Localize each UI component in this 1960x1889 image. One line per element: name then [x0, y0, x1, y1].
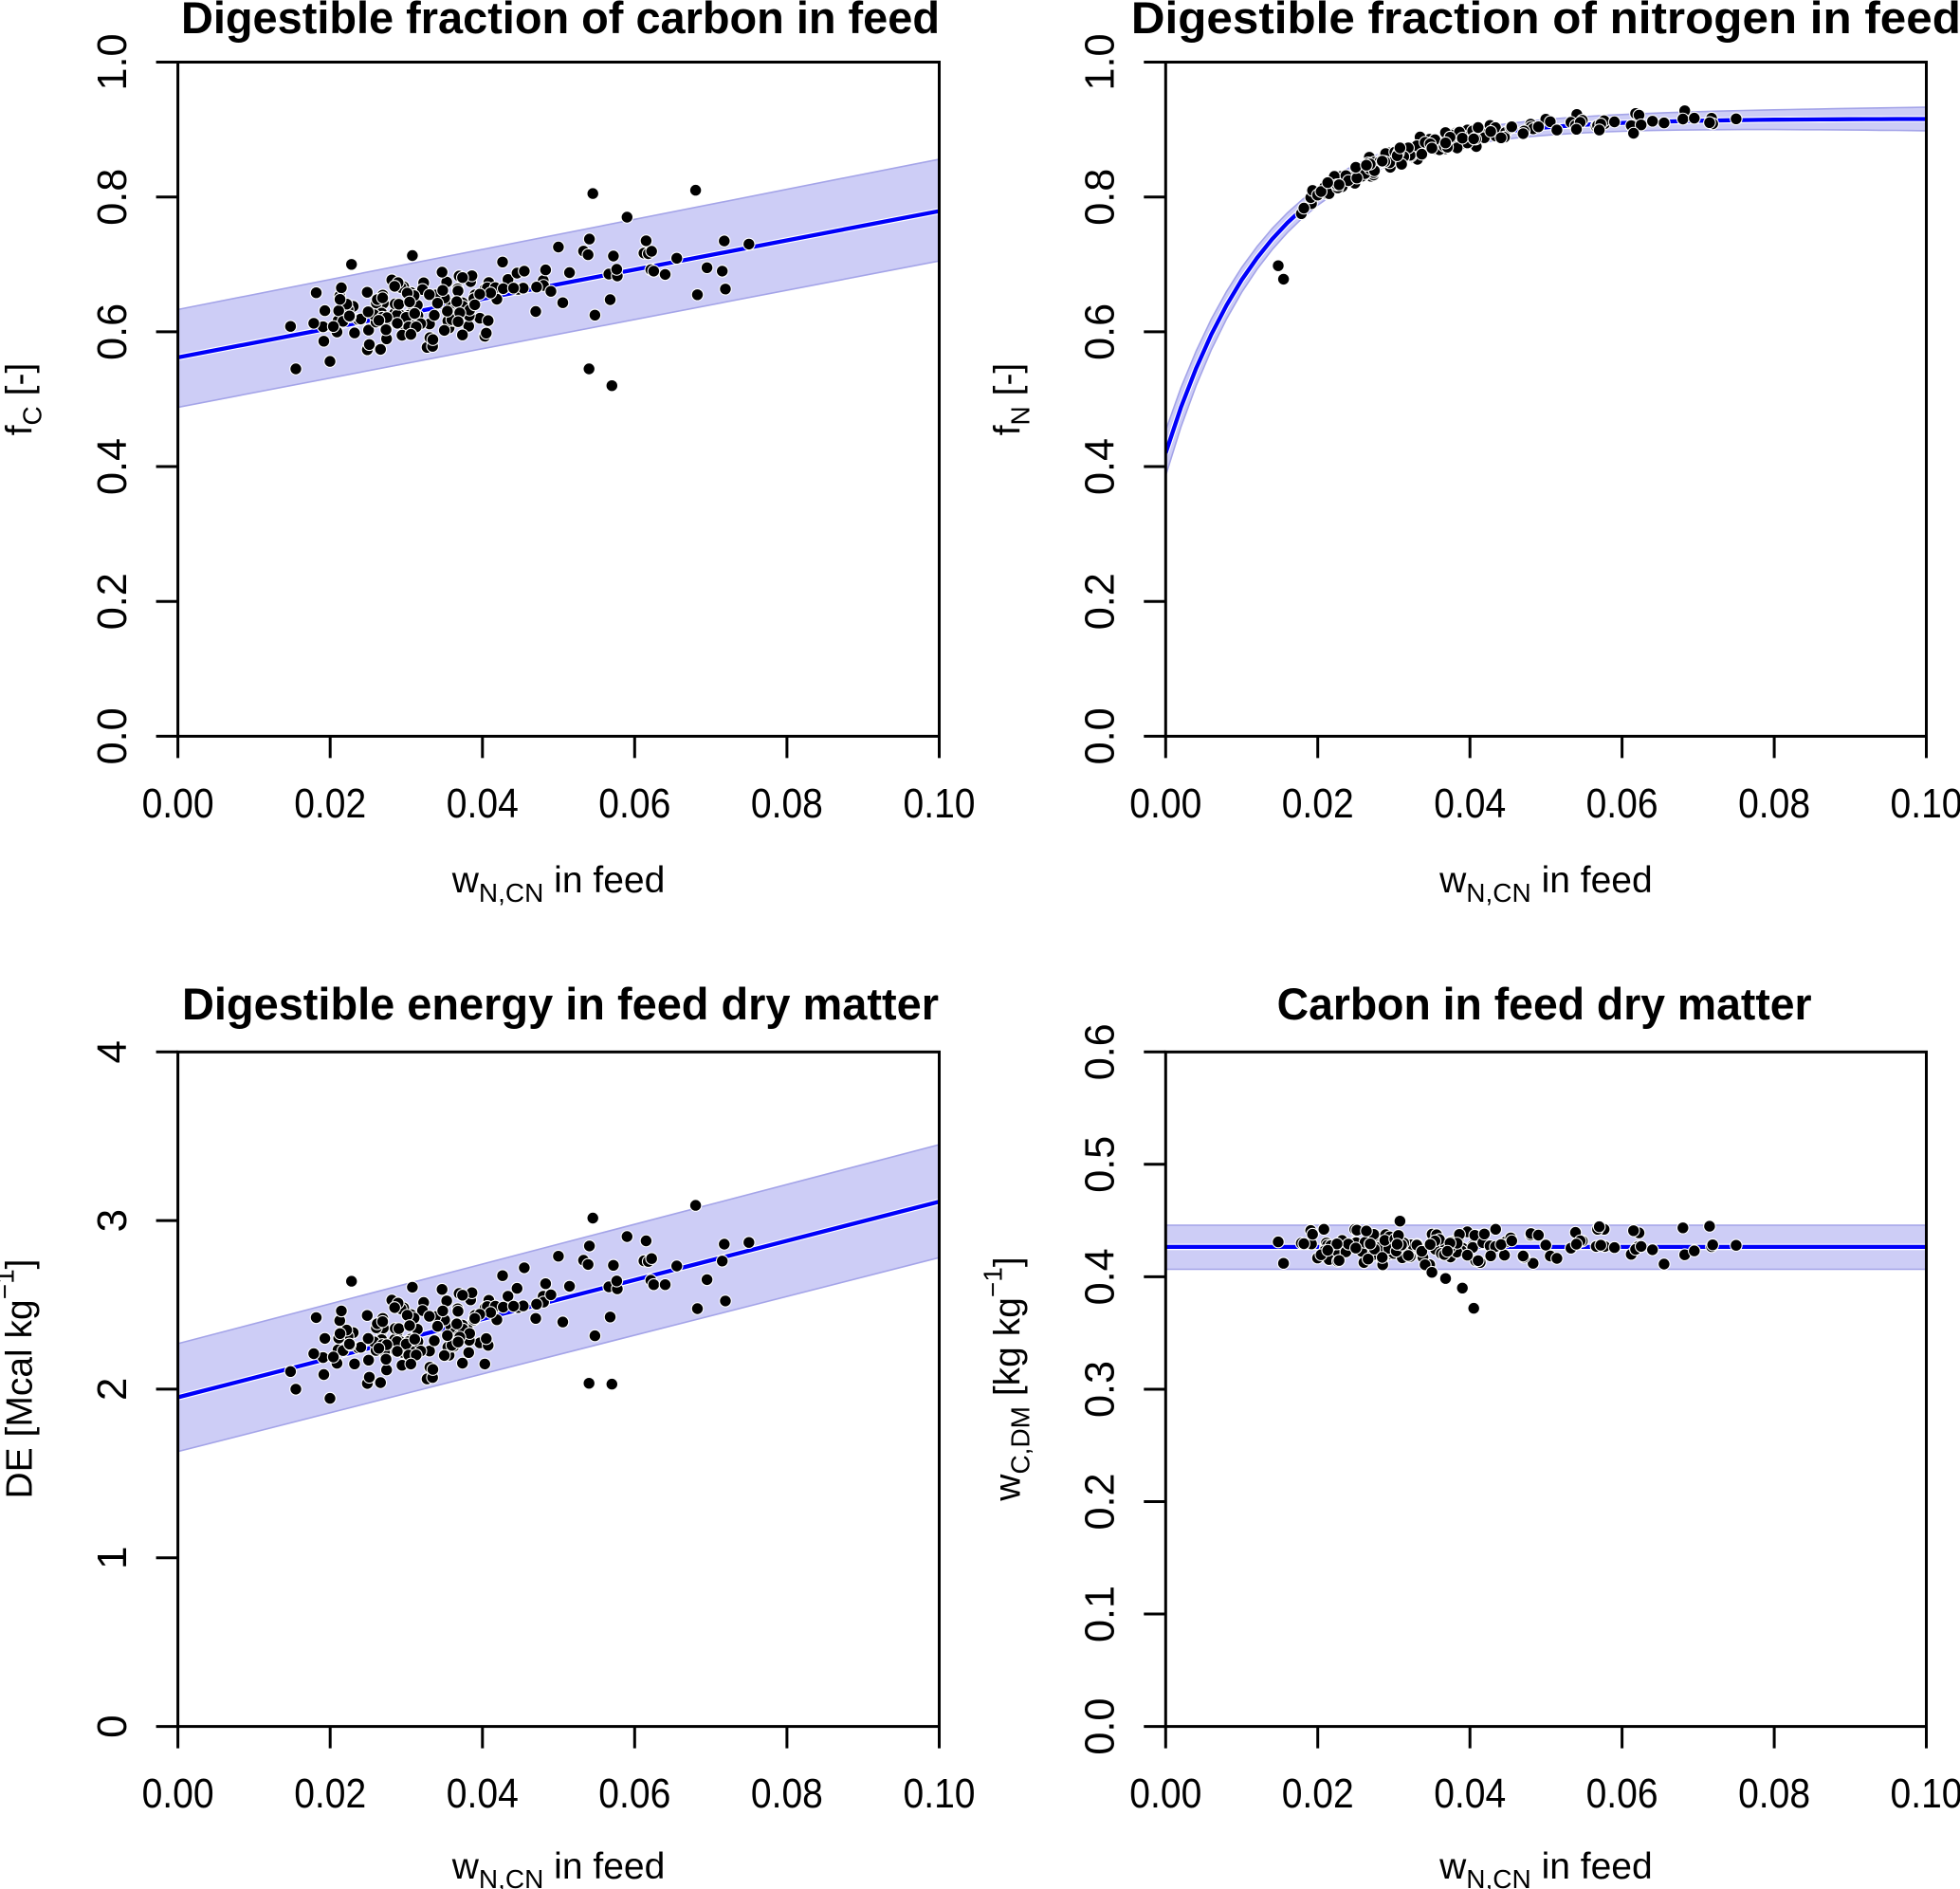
svg-text:1.0: 1.0 [1077, 34, 1124, 91]
svg-text:0.08: 0.08 [751, 1770, 823, 1817]
svg-text:2: 2 [89, 1378, 136, 1401]
svg-text:0.2: 0.2 [1077, 1474, 1124, 1531]
svg-text:0.6: 0.6 [1077, 1023, 1124, 1080]
svg-text:0.8: 0.8 [89, 169, 136, 226]
svg-text:4: 4 [89, 1040, 136, 1063]
svg-text:Digestible fraction of nitroge: Digestible fraction of nitrogen in feed [1131, 0, 1960, 43]
svg-text:0.08: 0.08 [751, 780, 823, 827]
svg-text:0.06: 0.06 [598, 1770, 670, 1817]
svg-text:Digestible fraction of carbon: Digestible fraction of carbon in feed [181, 0, 940, 43]
svg-text:0.6: 0.6 [89, 303, 136, 360]
svg-text:0.04: 0.04 [447, 780, 519, 827]
svg-text:0.2: 0.2 [89, 573, 136, 630]
svg-text:0.08: 0.08 [1738, 780, 1810, 827]
svg-text:0.4: 0.4 [89, 438, 136, 495]
svg-text:0.02: 0.02 [1282, 1770, 1354, 1817]
svg-text:0.02: 0.02 [294, 1770, 366, 1817]
svg-text:0.10: 0.10 [1891, 780, 1960, 827]
svg-text:3: 3 [89, 1209, 136, 1232]
svg-text:0.06: 0.06 [598, 780, 670, 827]
svg-text:wN,CN in feed: wN,CN in feed [451, 860, 666, 908]
svg-text:0.02: 0.02 [294, 780, 366, 827]
svg-text:0.0: 0.0 [1077, 707, 1124, 764]
svg-text:0.06: 0.06 [1586, 1770, 1658, 1817]
svg-text:0.06: 0.06 [1586, 780, 1658, 827]
svg-text:0.00: 0.00 [1129, 1770, 1201, 1817]
svg-text:0.00: 0.00 [142, 780, 214, 827]
svg-text:0.0: 0.0 [1077, 1698, 1124, 1755]
svg-text:0.8: 0.8 [1077, 169, 1124, 226]
svg-text:0.04: 0.04 [1434, 1770, 1506, 1817]
svg-text:0.4: 0.4 [1077, 1248, 1124, 1305]
svg-text:0.00: 0.00 [1129, 780, 1201, 827]
svg-text:0.08: 0.08 [1738, 1770, 1810, 1817]
svg-text:0.5: 0.5 [1077, 1136, 1124, 1193]
svg-text:1: 1 [89, 1547, 136, 1569]
svg-text:0.3: 0.3 [1077, 1361, 1124, 1418]
svg-text:0.0: 0.0 [89, 707, 136, 764]
svg-text:0.6: 0.6 [1077, 303, 1124, 360]
svg-text:0.00: 0.00 [142, 1770, 214, 1817]
svg-text:0.1: 0.1 [1077, 1586, 1124, 1642]
svg-text:Carbon in feed dry matter: Carbon in feed dry matter [1277, 979, 1812, 1029]
svg-text:0.04: 0.04 [447, 1770, 519, 1817]
svg-text:0.10: 0.10 [904, 1770, 976, 1817]
svg-text:Digestible energy in feed dry: Digestible energy in feed dry matter [182, 979, 939, 1029]
svg-text:0.10: 0.10 [904, 780, 976, 827]
svg-text:0.02: 0.02 [1282, 780, 1354, 827]
svg-text:0: 0 [89, 1715, 136, 1737]
svg-text:1.0: 1.0 [89, 34, 136, 91]
svg-text:0.4: 0.4 [1077, 438, 1124, 495]
svg-text:fC [-]: fC [-] [0, 363, 47, 436]
svg-text:0.10: 0.10 [1891, 1770, 1960, 1817]
svg-text:0.2: 0.2 [1077, 573, 1124, 630]
svg-text:0.04: 0.04 [1434, 780, 1506, 827]
